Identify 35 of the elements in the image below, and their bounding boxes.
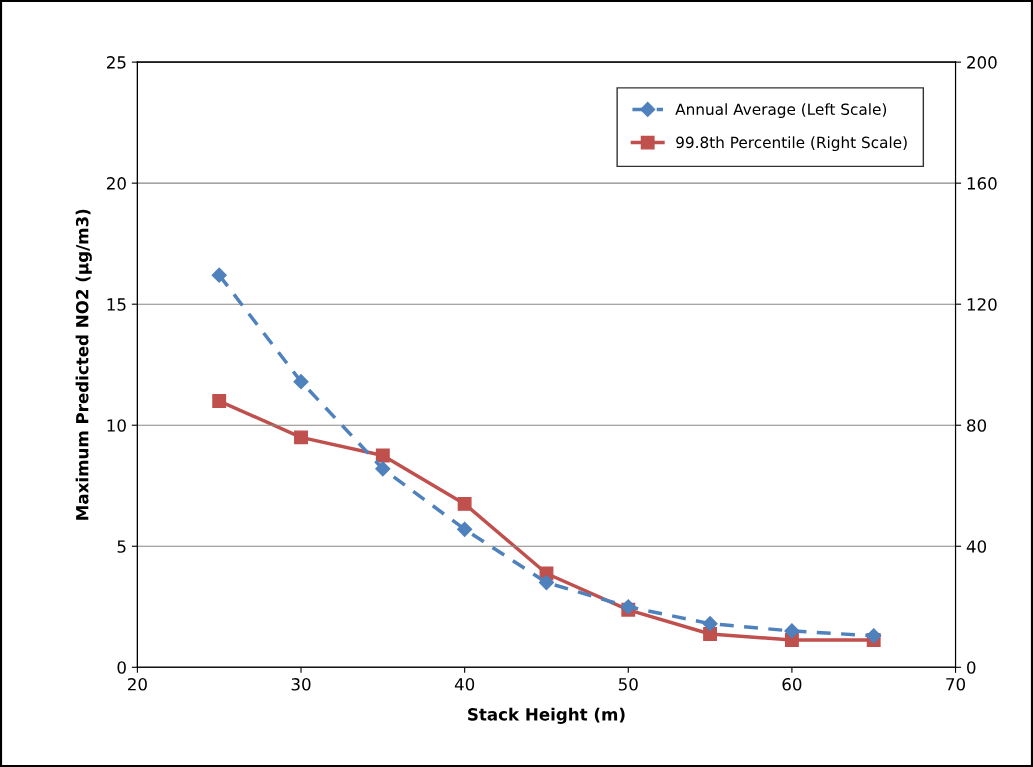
legend-label: Annual Average (Left Scale) <box>675 103 887 118</box>
point <box>293 374 309 390</box>
point <box>457 521 473 537</box>
point <box>294 430 308 445</box>
x-axis-title: Stack Height (m) <box>468 707 625 724</box>
y-axis-title: Maximum Predicted NO2 (µg/m3) <box>75 209 92 520</box>
x-tick-label: 50 <box>618 678 638 691</box>
y-tick-label: 20 <box>106 177 126 190</box>
point <box>211 267 227 283</box>
point <box>212 394 227 408</box>
y2-tick-label: 160 <box>967 177 997 190</box>
point <box>538 574 555 591</box>
x-tick-label: 70 <box>946 678 966 691</box>
y2-tick-label: 200 <box>967 56 997 69</box>
y-tick-label: 25 <box>106 56 126 69</box>
point <box>375 448 390 463</box>
point <box>784 623 800 639</box>
x-tick-label: 20 <box>128 678 147 691</box>
point <box>866 628 882 644</box>
point <box>703 627 718 641</box>
y2-tick-label: 120 <box>967 298 997 311</box>
x-tick-label: 60 <box>782 678 802 691</box>
y2-tick-label: 0 <box>967 661 976 674</box>
y-tick-label: 0 <box>117 661 126 674</box>
y-tick-label: 15 <box>107 298 126 311</box>
x-tick-label: 30 <box>291 678 311 691</box>
legend-label: 99.8th Percentile (Right Scale) <box>676 136 907 152</box>
x-tick-label: 40 <box>454 678 475 691</box>
point <box>375 461 391 477</box>
y-tick-label: 10 <box>107 419 126 432</box>
point <box>702 616 718 632</box>
y2-tick-label: 40 <box>966 540 987 553</box>
y-tick-label: 5 <box>117 540 126 553</box>
y2-tick-label: 80 <box>967 419 987 432</box>
point <box>457 496 472 511</box>
